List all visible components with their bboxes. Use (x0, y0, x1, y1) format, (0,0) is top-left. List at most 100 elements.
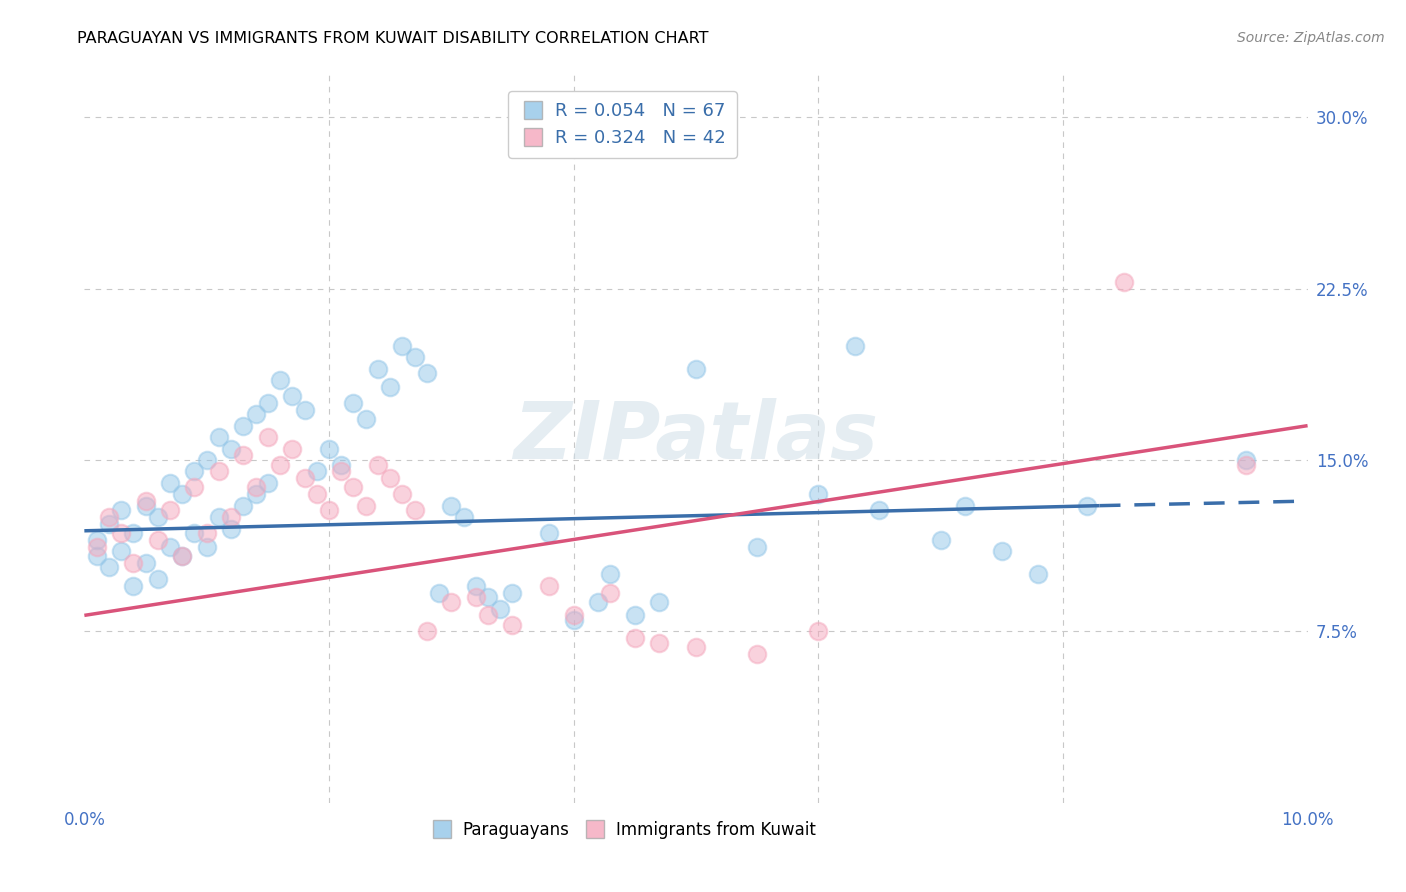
Point (110, 526, 132, 541)
Point (648, 595, 671, 609)
Point (208, 430, 231, 444)
Point (599, 567, 621, 582)
Point (208, 510, 231, 524)
Point (146, 533, 169, 547)
Point (135, 494, 157, 508)
Point (172, 549, 194, 563)
Point (489, 601, 512, 615)
Point (685, 640, 707, 655)
Point (1114, 275, 1136, 289)
Point (281, 442, 304, 456)
Point (245, 480, 267, 494)
Point (97, 560, 120, 574)
Point (586, 595, 609, 609)
Point (183, 464, 205, 478)
Point (538, 579, 561, 593)
Point (440, 499, 463, 513)
Point (453, 510, 475, 524)
Point (257, 430, 280, 444)
Point (367, 361, 389, 376)
Point (391, 338, 413, 352)
Point (122, 556, 145, 570)
Point (599, 585, 621, 599)
Point (477, 608, 499, 623)
Point (269, 458, 291, 472)
Point (195, 453, 218, 467)
Point (86, 540, 108, 554)
Point (953, 499, 976, 513)
Point (1028, 567, 1050, 582)
Point (183, 480, 205, 494)
Point (354, 412, 377, 426)
Point (97, 516, 120, 531)
Point (1236, 458, 1258, 472)
Point (477, 590, 499, 604)
Point (502, 585, 524, 599)
Point (747, 540, 769, 554)
Point (624, 608, 647, 623)
Point (232, 499, 254, 513)
Point (195, 526, 218, 541)
Text: Source: ZipAtlas.com: Source: ZipAtlas.com (1237, 31, 1385, 45)
Point (281, 389, 304, 403)
Point (318, 442, 340, 456)
Point (367, 458, 389, 472)
Point (110, 544, 132, 558)
Point (416, 624, 439, 639)
Point (159, 540, 181, 554)
Point (464, 590, 486, 604)
Point (146, 572, 169, 586)
Point (1236, 453, 1258, 467)
Legend: Paraguayans, Immigrants from Kuwait: Paraguayans, Immigrants from Kuwait (423, 814, 823, 846)
Point (929, 533, 952, 547)
Point (208, 464, 231, 478)
Point (391, 487, 413, 501)
Point (110, 503, 132, 517)
Text: PARAGUAYAN VS IMMIGRANTS FROM KUWAIT DISABILITY CORRELATION CHART: PARAGUAYAN VS IMMIGRANTS FROM KUWAIT DIS… (77, 31, 709, 46)
Point (172, 487, 194, 501)
Point (562, 608, 585, 623)
Point (464, 579, 486, 593)
Point (342, 480, 364, 494)
Point (427, 585, 450, 599)
Point (305, 487, 328, 501)
Point (562, 613, 585, 627)
Point (219, 521, 242, 535)
Point (269, 373, 291, 387)
Point (404, 503, 426, 517)
Point (538, 526, 561, 541)
Point (685, 361, 707, 376)
Point (747, 647, 769, 661)
Point (97, 510, 120, 524)
Point (183, 526, 205, 541)
Point (219, 510, 242, 524)
Point (135, 499, 157, 513)
Point (122, 526, 145, 541)
Point (245, 487, 267, 501)
Point (380, 471, 402, 485)
Point (330, 458, 353, 472)
Point (159, 475, 181, 490)
Point (146, 510, 169, 524)
Point (440, 595, 463, 609)
Point (195, 540, 218, 554)
Point (86, 549, 108, 563)
Point (869, 503, 891, 517)
Point (807, 624, 830, 639)
Point (86, 533, 108, 547)
Point (354, 499, 377, 513)
Point (232, 449, 254, 463)
Point (257, 396, 280, 410)
Point (648, 636, 671, 650)
Point (305, 464, 328, 478)
Point (294, 402, 316, 417)
Point (416, 366, 439, 380)
Point (330, 464, 353, 478)
Point (502, 617, 524, 632)
Point (380, 380, 402, 394)
Point (624, 632, 647, 646)
Point (807, 487, 830, 501)
Point (172, 549, 194, 563)
Point (232, 418, 254, 433)
Point (122, 579, 145, 593)
